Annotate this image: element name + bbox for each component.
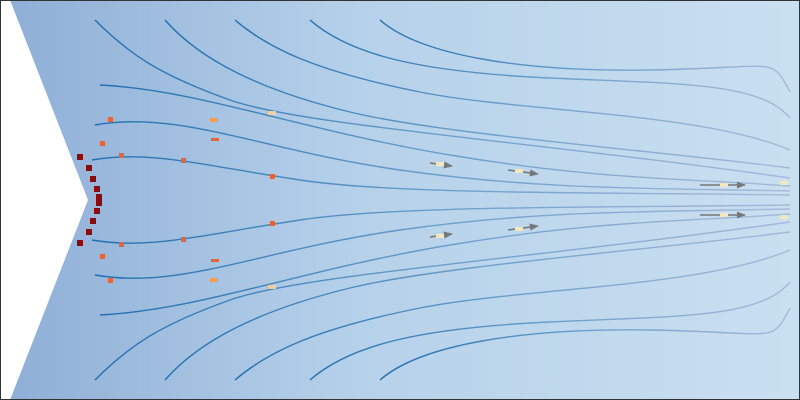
obstacle-wedge bbox=[0, 0, 88, 400]
